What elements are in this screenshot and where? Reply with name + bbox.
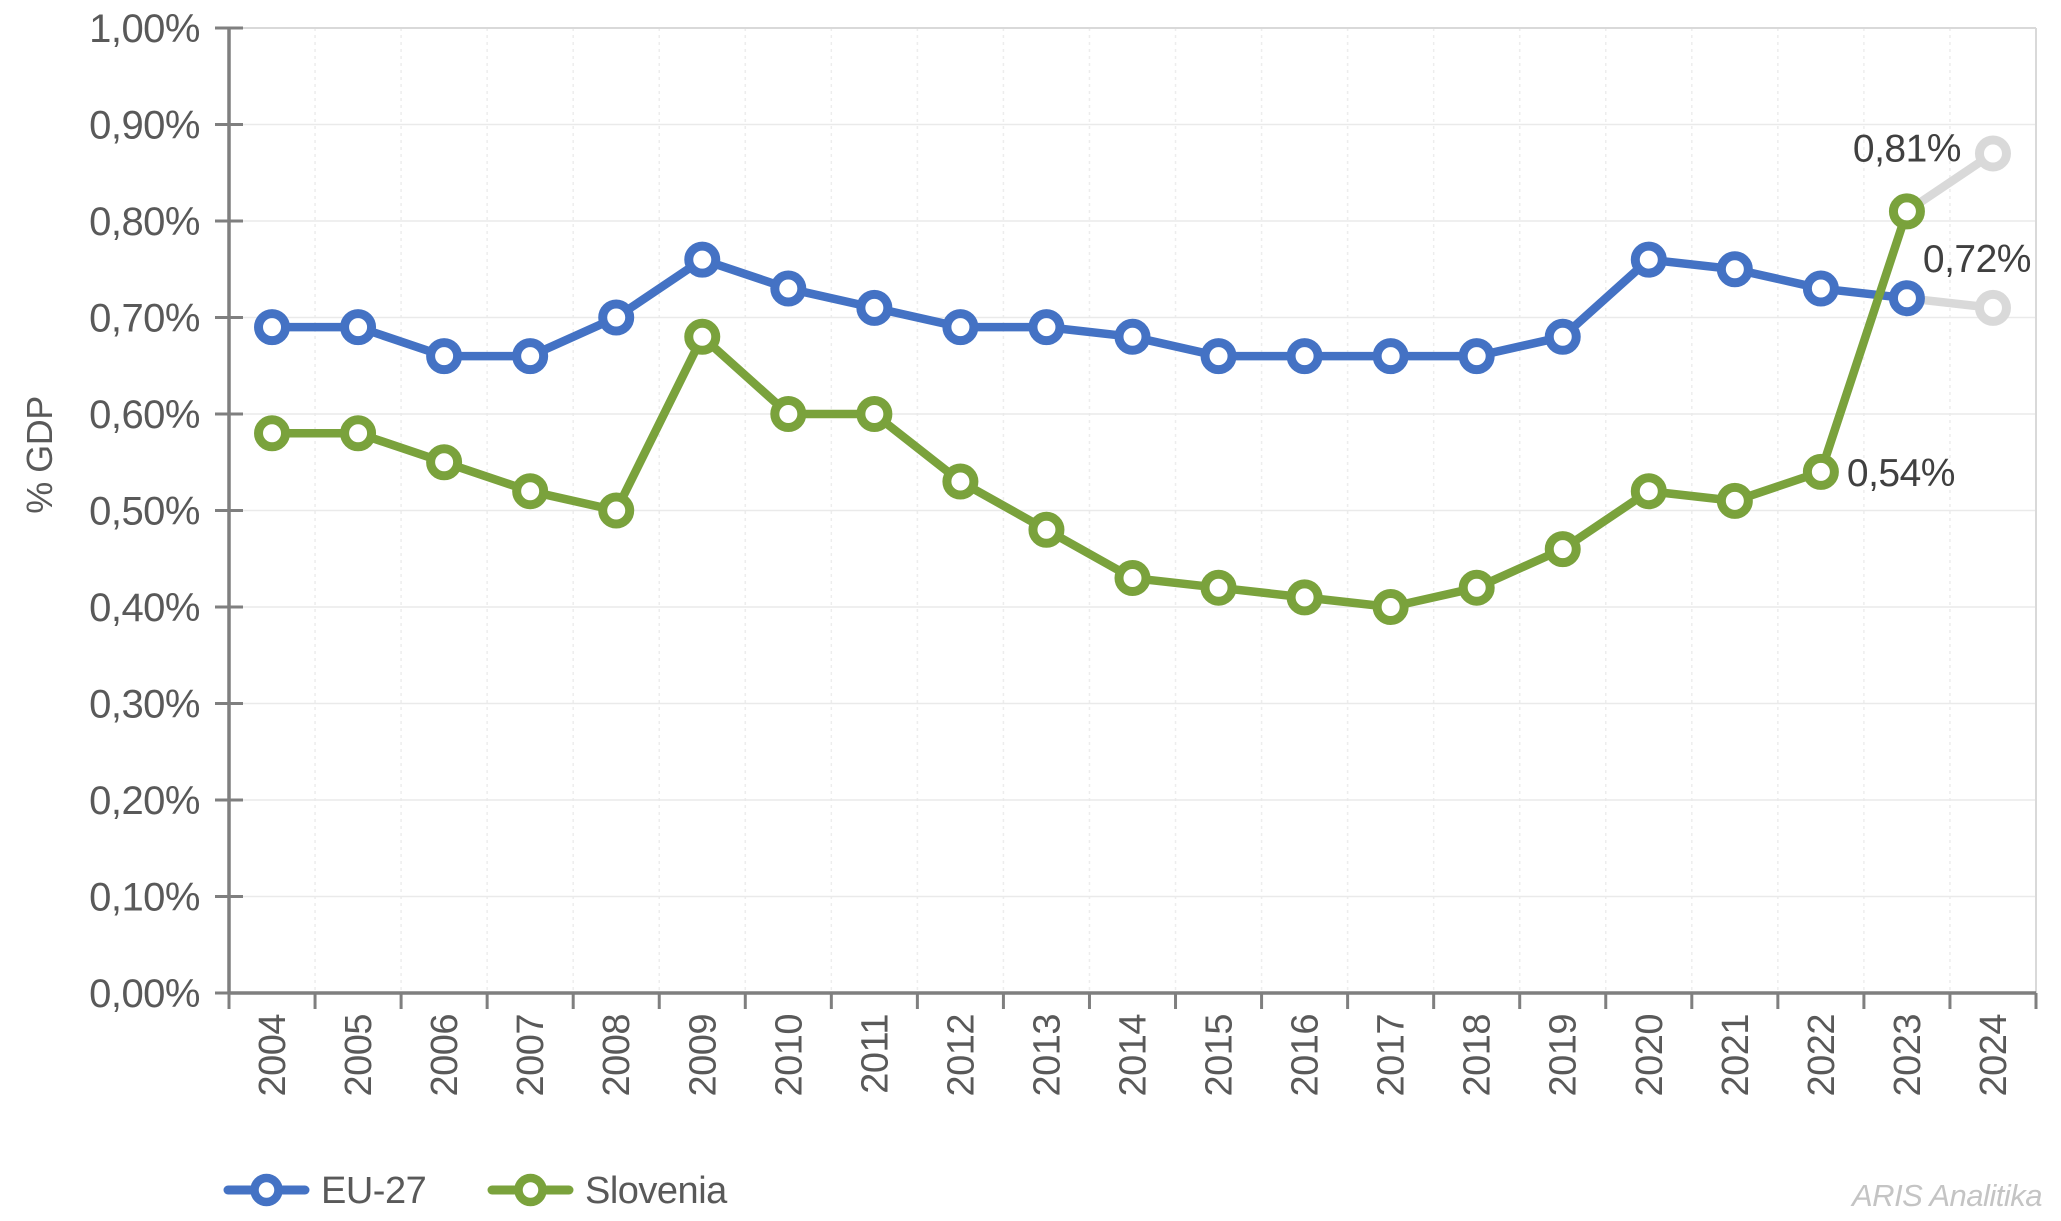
series-slovenia-marker: [942, 463, 979, 500]
watermark: ARIS Analitika: [1850, 1178, 2042, 1213]
series-slovenia-marker: [1458, 569, 1495, 606]
y-tick-label: 0,70%: [89, 297, 200, 341]
series-eu-27-marker: [1028, 309, 1065, 346]
series-eu-27-marker: [1544, 318, 1581, 355]
series-eu-27-marker: [426, 338, 463, 375]
y-axis-title: % GDP: [19, 396, 60, 514]
series-slovenia-marker: [1888, 193, 1925, 230]
y-tick-label: 0,30%: [89, 683, 200, 727]
y-tick-label: 1,00%: [89, 7, 200, 51]
series-slovenia-marker: [1200, 569, 1237, 606]
y-tick-label: 0,90%: [89, 104, 200, 148]
legend-label-slovenia: Slovenia: [585, 1170, 728, 1212]
x-tick-label: 2015: [1199, 1014, 1241, 1097]
series-slovenia-marker: [1716, 482, 1753, 519]
x-tick-label: 2010: [768, 1014, 810, 1097]
x-tick-label: 2019: [1543, 1014, 1585, 1097]
x-tick-label: 2007: [510, 1014, 552, 1097]
x-tick-label: 2006: [424, 1014, 466, 1097]
y-tick-label: 0,50%: [89, 490, 200, 534]
series-slovenia-marker: [684, 318, 721, 355]
series-eu-27-marker: [684, 241, 721, 278]
series-slovenia-marker: [1544, 531, 1581, 568]
series-eu-27-marker: [512, 338, 549, 375]
x-tick-label: 2005: [338, 1014, 380, 1097]
series-slovenia-marker: [1372, 589, 1409, 625]
series-eu-27-marker: [1114, 318, 1151, 355]
x-tick-label: 2013: [1026, 1014, 1068, 1097]
series-eu-27-marker: [598, 299, 635, 336]
series-slovenia-marker: [1286, 579, 1323, 616]
legend-swatch-marker-eu-27: [250, 1173, 283, 1207]
series-eu-27-marker: [1802, 270, 1839, 307]
series-eu-27-marker: [942, 309, 979, 346]
legend-swatch-marker-slovenia: [514, 1173, 547, 1207]
x-tick-label: 2012: [940, 1014, 982, 1097]
series-slovenia-marker: [512, 473, 549, 510]
data-label-2023-eu-27: 0,72%: [1923, 238, 2031, 281]
x-tick-label: 2016: [1285, 1014, 1327, 1097]
series-slovenia-marker: [1028, 511, 1065, 548]
x-tick-label: 2024: [1973, 1014, 2015, 1097]
x-tick-label: 2008: [596, 1014, 638, 1097]
x-tick-label: 2004: [252, 1014, 294, 1097]
series-eu-27-marker: [1458, 338, 1495, 375]
series-eu-27-marker: [254, 309, 291, 346]
y-tick-label: 0,40%: [89, 586, 200, 630]
series-eu-27-forecast-marker: [1974, 289, 2011, 326]
x-tick-label: 2017: [1371, 1014, 1413, 1097]
series-slovenia-marker: [1114, 560, 1151, 597]
series-eu-27-marker: [1200, 338, 1237, 375]
series-eu-27-marker: [1286, 338, 1323, 375]
x-tick-label: 2018: [1457, 1014, 1499, 1097]
x-tick-label: 2023: [1887, 1014, 1929, 1097]
legend-label-eu-27: EU-27: [321, 1170, 426, 1212]
data-label-2022-slovenia: 0,54%: [1847, 452, 1955, 495]
y-tick-label: 0,00%: [89, 972, 200, 1016]
series-eu-27-marker: [770, 270, 807, 307]
series-slovenia-forecast-marker: [1974, 135, 2011, 172]
series-slovenia-marker: [426, 444, 463, 481]
series-slovenia-marker: [856, 396, 893, 432]
y-tick-label: 0,10%: [89, 876, 200, 920]
y-tick-label: 0,80%: [89, 200, 200, 244]
series-eu-27-marker: [856, 289, 893, 326]
x-tick-label: 2014: [1113, 1014, 1155, 1097]
series-eu-27-marker: [1888, 280, 1925, 317]
series-slovenia-marker: [1630, 473, 1667, 510]
x-tick-label: 2020: [1629, 1014, 1671, 1097]
series-slovenia-marker: [340, 415, 377, 452]
series-slovenia-marker: [598, 492, 635, 529]
series-eu-27-marker: [1716, 251, 1753, 288]
x-tick-label: 2021: [1715, 1014, 1757, 1097]
x-tick-label: 2011: [854, 1014, 896, 1094]
series-slovenia-marker: [254, 415, 291, 452]
x-tick-label: 2009: [682, 1014, 724, 1097]
series-eu-27-marker: [1630, 241, 1667, 278]
series-slovenia-marker: [1802, 453, 1839, 490]
y-tick-label: 0,20%: [89, 779, 200, 823]
data-label-2023-slovenia: 0,81%: [1853, 127, 1961, 170]
series-eu-27-marker: [340, 309, 377, 346]
y-tick-label: 0,60%: [89, 393, 200, 437]
series-slovenia-marker: [770, 396, 807, 432]
x-tick-label: 2022: [1801, 1014, 1843, 1097]
series-eu-27-marker: [1372, 338, 1409, 375]
